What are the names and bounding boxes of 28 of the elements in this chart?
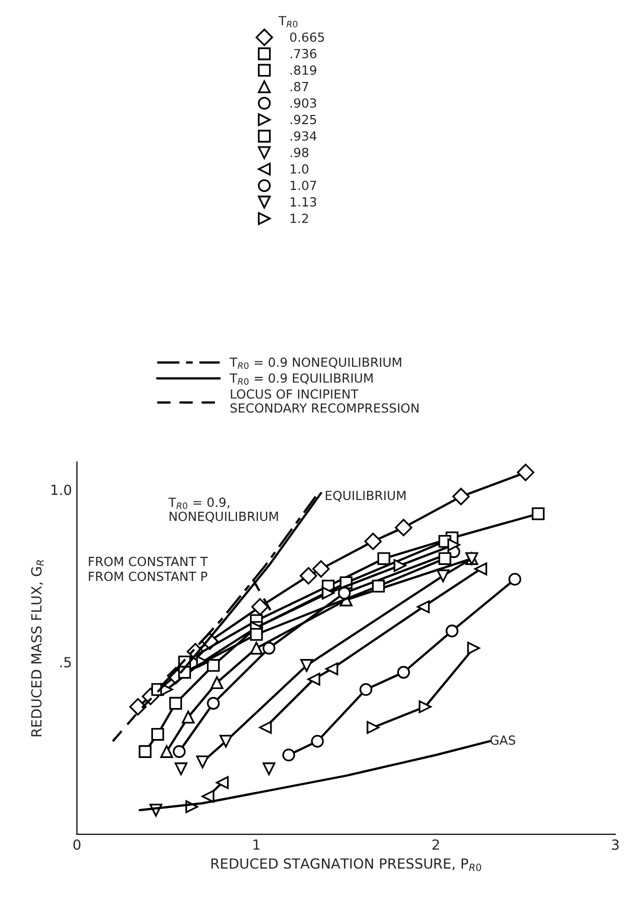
- legend-label: .819: [290, 65, 316, 75]
- x-tick-label: 1: [254, 840, 260, 850]
- x-tick-label: 3: [612, 839, 619, 850]
- annotation: FROM CONSTANT T: [88, 556, 208, 566]
- legend-label: .98: [290, 148, 308, 158]
- legend-label: 1.2: [290, 214, 308, 223]
- legend-label: .736: [290, 48, 316, 58]
- y-axis-title: REDUCED MASS FLUX, G$_{R}$: [31, 560, 44, 736]
- annotation: GAS: [490, 735, 516, 745]
- x-tick-label: 0: [73, 839, 80, 850]
- legend-label: T$_{R0}$ = 0.9 NONEQUILIBRIUM: [230, 357, 402, 369]
- annotation: T$_{R0}$ = 0.9, NONEQUILIBRIUM: [168, 498, 278, 523]
- annotation: FROM CONSTANT P: [88, 572, 208, 582]
- y-tick-label: .5: [60, 657, 71, 668]
- legend-label: .934: [290, 131, 316, 141]
- legend-label: LOCUS OF INCIPIENT SECONDARY RECOMPRESSION: [230, 389, 418, 413]
- legend-label: 1.13: [290, 197, 316, 207]
- legend-label: 1.0: [290, 164, 308, 174]
- x-tick-label: 2: [432, 839, 439, 850]
- legend-label: .925: [290, 114, 316, 124]
- legend-title: T$_{R0}$: [278, 16, 298, 28]
- legend-label: .903: [290, 98, 316, 108]
- x-axis-title: REDUCED STAGNATION PRESSURE, P$_{R0}$: [211, 858, 482, 871]
- annotation: EQUILIBRIUM: [326, 490, 406, 502]
- legend-label: 1.07: [290, 180, 316, 190]
- legend-label: 0.665: [290, 32, 324, 42]
- legend-label: T$_{R0}$ = 0.9 EQUILIBRIUM: [230, 373, 373, 385]
- legend-label: .87: [290, 82, 308, 92]
